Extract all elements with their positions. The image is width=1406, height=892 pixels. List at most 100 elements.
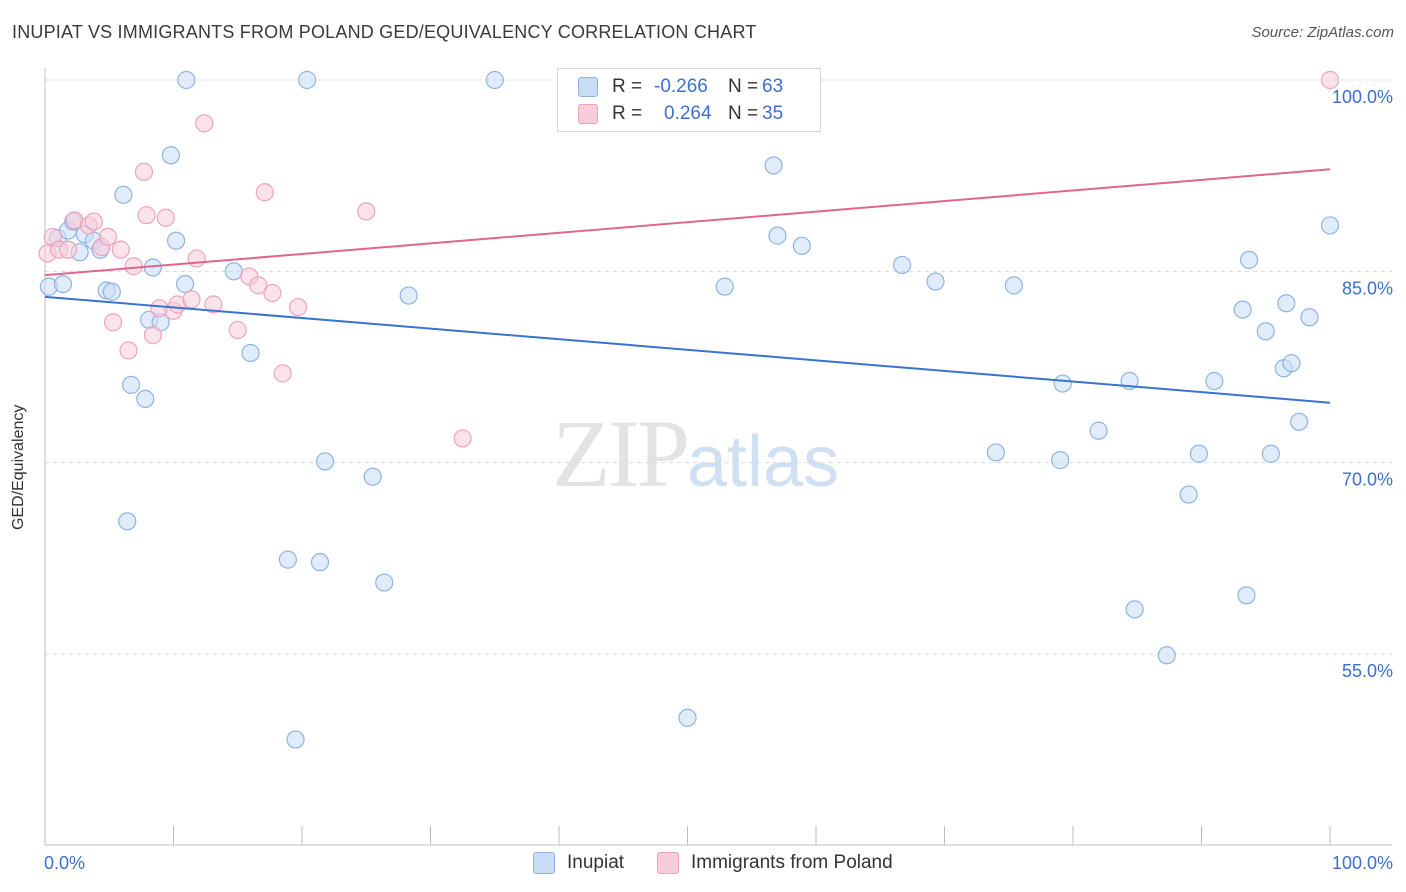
- point-poland: [104, 313, 123, 332]
- x-tick-label-min: 0.0%: [44, 853, 85, 873]
- legend-swatch-inupiat: [533, 852, 555, 874]
- point-inupiat: [986, 443, 1006, 462]
- point-poland: [124, 257, 143, 276]
- point-poland: [156, 208, 175, 227]
- point-poland: [1320, 70, 1340, 90]
- point-inupiat: [1239, 250, 1259, 269]
- point-inupiat: [792, 236, 811, 255]
- legend-row-inupiat: R = -0.266 N = 63: [558, 73, 783, 101]
- point-inupiat: [1004, 276, 1023, 295]
- point-inupiat: [764, 156, 783, 175]
- watermark-atlas: atlas: [687, 422, 840, 502]
- point-poland: [182, 290, 201, 309]
- trend-line-poland: [44, 168, 1331, 277]
- point-poland: [273, 364, 292, 383]
- legend-label-inupiat: Inupiat: [567, 852, 625, 873]
- point-poland: [263, 283, 282, 303]
- point-poland: [249, 276, 268, 295]
- watermark: ZIPatlas: [552, 398, 839, 509]
- point-inupiat: [286, 730, 305, 749]
- point-inupiat: [715, 277, 734, 296]
- point-inupiat: [1125, 600, 1144, 619]
- point-inupiat: [1179, 485, 1198, 504]
- point-inupiat: [177, 70, 196, 90]
- point-inupiat: [310, 553, 330, 572]
- point-inupiat: [114, 185, 133, 204]
- legend-swatch-inupiat: [578, 77, 598, 97]
- point-inupiat: [926, 272, 945, 291]
- y-axis-label: GED/Equivalency: [10, 404, 27, 530]
- point-poland: [119, 341, 138, 360]
- point-poland: [289, 297, 308, 317]
- series-legend: Inupiat Immigrants from Poland: [0, 852, 1406, 878]
- point-poland: [255, 183, 274, 202]
- point-poland: [357, 202, 376, 221]
- point-inupiat: [678, 708, 697, 727]
- legend-n-label: N =: [728, 76, 759, 97]
- point-inupiat: [1261, 444, 1280, 463]
- point-inupiat: [1237, 586, 1256, 605]
- correlation-legend: R = -0.266 N = 63 R = 0.264 N = 35: [557, 68, 821, 132]
- point-poland: [84, 212, 103, 231]
- point-inupiat: [375, 573, 394, 592]
- point-inupiat: [485, 70, 504, 90]
- point-inupiat: [136, 389, 155, 408]
- point-inupiat: [161, 146, 181, 165]
- point-poland: [98, 227, 118, 246]
- legend-swatch-poland: [657, 852, 679, 874]
- x-tick-label-max: 100.0%: [1332, 853, 1393, 873]
- series-inupiat-points: [39, 70, 1340, 749]
- watermark-zip: ZIP: [552, 400, 690, 507]
- point-inupiat: [1157, 646, 1176, 665]
- point-inupiat: [1282, 354, 1301, 373]
- point-inupiat: [298, 70, 317, 90]
- y-tick-label: 100.0%: [1332, 87, 1393, 107]
- point-poland: [143, 326, 163, 345]
- point-inupiat: [1189, 444, 1209, 463]
- point-inupiat: [1290, 412, 1309, 431]
- point-poland: [111, 240, 130, 259]
- point-poland: [59, 240, 78, 259]
- series-poland-points: [38, 70, 1340, 448]
- point-poland: [187, 249, 206, 268]
- point-inupiat: [768, 226, 787, 245]
- legend-swatch-poland: [578, 104, 598, 124]
- legend-item-poland: Immigrants from Poland: [657, 852, 893, 874]
- point-inupiat: [1300, 308, 1319, 327]
- point-inupiat: [1051, 451, 1070, 470]
- point-inupiat: [1205, 371, 1224, 391]
- chart-title: INUPIAT VS IMMIGRANTS FROM POLAND GED/EQ…: [12, 22, 757, 42]
- point-inupiat: [1277, 294, 1296, 313]
- gridlines: [45, 79, 1392, 655]
- legend-n-label: N =: [728, 103, 759, 124]
- legend-r-label: R =: [612, 76, 643, 97]
- point-inupiat: [1256, 322, 1275, 341]
- point-inupiat: [1089, 421, 1108, 440]
- source-label: Source: ZipAtlas.com: [1251, 24, 1394, 41]
- y-tick-label: 55.0%: [1342, 661, 1393, 681]
- legend-r-value-inupiat: -0.266: [654, 76, 708, 97]
- point-inupiat: [53, 274, 73, 294]
- legend-label-poland: Immigrants from Poland: [691, 852, 893, 873]
- y-tick-label: 70.0%: [1342, 470, 1393, 490]
- point-inupiat: [121, 375, 141, 394]
- point-inupiat: [175, 274, 195, 294]
- y-tick-label: 85.0%: [1342, 278, 1393, 298]
- point-inupiat: [166, 231, 186, 250]
- point-poland: [134, 162, 154, 181]
- point-inupiat: [399, 286, 418, 305]
- legend-n-value-poland: 35: [762, 103, 784, 124]
- legend-r-label: R =: [612, 103, 643, 124]
- legend-row-poland: R = 0.264 N = 35: [558, 100, 783, 128]
- point-poland: [137, 206, 156, 225]
- point-poland: [228, 320, 247, 340]
- trend-line-inupiat: [44, 295, 1331, 404]
- legend-n-value-inupiat: 63: [762, 76, 784, 97]
- point-inupiat: [1233, 300, 1252, 319]
- legend-r-value-poland: 0.264: [664, 103, 712, 124]
- point-poland: [453, 429, 472, 448]
- point-inupiat: [118, 512, 137, 531]
- axes: [44, 68, 1392, 846]
- point-inupiat: [892, 255, 912, 275]
